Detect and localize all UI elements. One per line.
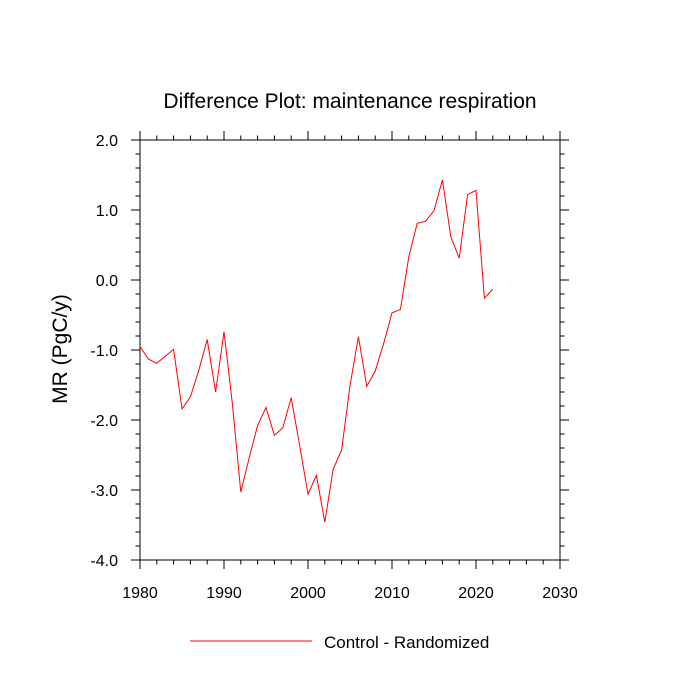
series-layer	[139, 179, 494, 523]
x-tick-label: 2030	[542, 585, 578, 602]
y-tick-label: 0.0	[96, 273, 118, 290]
y-axis-label: MR (PgC/y)	[49, 294, 72, 404]
chart-title: Difference Plot: maintenance respiration	[163, 90, 536, 113]
series-line-control-randomized	[139, 179, 494, 523]
y-tick-label: -3.0	[90, 483, 118, 500]
axis-ticks	[131, 131, 569, 569]
y-tick-label: 2.0	[96, 133, 118, 150]
y-tick-label: 1.0	[96, 203, 118, 220]
x-tick-label: 2010	[374, 585, 410, 602]
x-tick-label: 1990	[206, 585, 242, 602]
x-tick-label: 2000	[290, 585, 326, 602]
plot-frame	[139, 139, 561, 561]
y-tick-label: -4.0	[90, 553, 118, 570]
x-tick-label: 2020	[458, 585, 494, 602]
x-tick-label: 1980	[122, 585, 158, 602]
y-tick-label: -1.0	[90, 343, 118, 360]
legend-label-control-randomized: Control - Randomized	[324, 633, 489, 652]
x-tick-labels: 1980 1990 2000 2010 2020 2030	[122, 585, 578, 602]
y-tick-labels: -4.0 -3.0 -2.0 -1.0 0.0 1.0 2.0	[90, 133, 118, 570]
legend: Control - Randomized	[190, 633, 489, 652]
y-tick-label: -2.0	[90, 413, 118, 430]
